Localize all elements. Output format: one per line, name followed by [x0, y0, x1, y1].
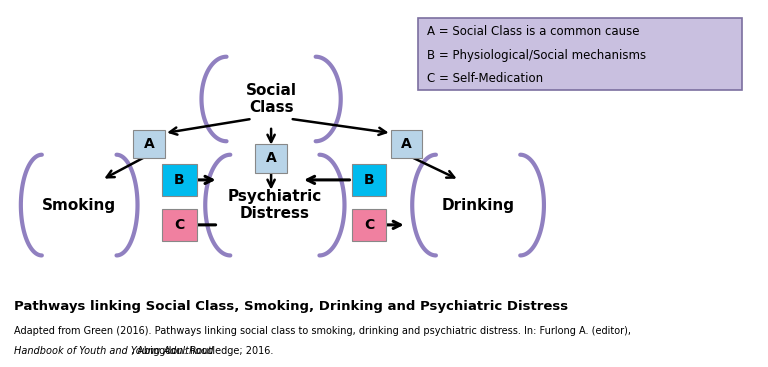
FancyBboxPatch shape [352, 209, 386, 241]
Text: Smoking: Smoking [42, 197, 116, 212]
Text: Adapted from Green (2016). Pathways linking social class to smoking, drinking an: Adapted from Green (2016). Pathways link… [14, 326, 631, 335]
Text: B = Physiological/Social mechanisms: B = Physiological/Social mechanisms [427, 48, 646, 62]
Text: Drinking: Drinking [442, 197, 515, 212]
FancyBboxPatch shape [162, 209, 197, 241]
Text: , Abingdon: Routledge; 2016.: , Abingdon: Routledge; 2016. [131, 346, 273, 356]
Text: A = Social Class is a common cause: A = Social Class is a common cause [427, 25, 640, 38]
FancyBboxPatch shape [255, 144, 287, 173]
Text: A: A [401, 137, 412, 151]
Text: C: C [364, 218, 374, 232]
Text: Social
Class: Social Class [246, 83, 296, 115]
Text: B: B [174, 173, 184, 187]
Text: Handbook of Youth and Young Adulthood: Handbook of Youth and Young Adulthood [14, 346, 213, 356]
Text: Pathways linking Social Class, Smoking, Drinking and Psychiatric Distress: Pathways linking Social Class, Smoking, … [14, 300, 568, 313]
FancyBboxPatch shape [352, 164, 386, 196]
FancyBboxPatch shape [134, 130, 165, 158]
FancyBboxPatch shape [391, 130, 422, 158]
Text: Psychiatric
Distress: Psychiatric Distress [228, 189, 322, 221]
Text: A: A [266, 151, 276, 165]
FancyBboxPatch shape [162, 164, 197, 196]
Text: A: A [144, 137, 154, 151]
Text: C: C [174, 218, 184, 232]
Text: C = Self-Medication: C = Self-Medication [427, 72, 543, 85]
Text: B: B [363, 173, 374, 187]
FancyBboxPatch shape [418, 18, 742, 90]
